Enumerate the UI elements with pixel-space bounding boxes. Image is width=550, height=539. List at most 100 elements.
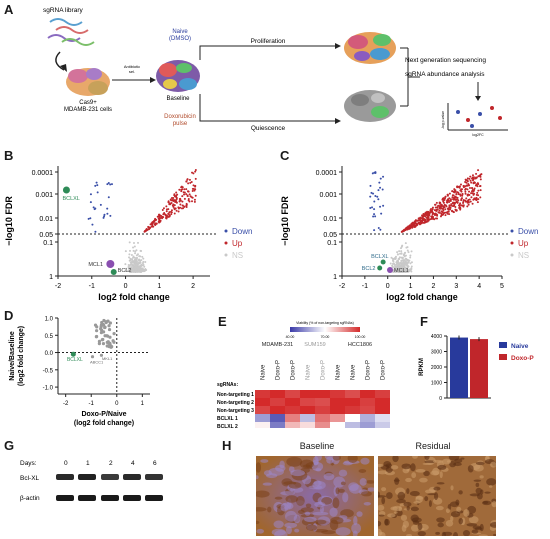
up-point: [467, 203, 470, 206]
up-point: [163, 211, 166, 214]
column-label: Doxo-P: [366, 360, 372, 380]
panel-label-b: B: [4, 148, 14, 163]
up-point: [181, 200, 184, 203]
gene-point: [100, 320, 104, 325]
up-point: [181, 188, 184, 191]
y-tick-label: 2000: [431, 365, 442, 371]
gene-label: BCLXL: [371, 254, 388, 260]
up-point: [147, 225, 150, 228]
up-point: [186, 178, 189, 181]
colorbar-tick: 40.00: [286, 335, 295, 339]
ns-point: [137, 259, 140, 262]
up-point: [192, 187, 195, 190]
proliferating-cells-icon: [344, 32, 396, 64]
down-point: [87, 217, 90, 220]
up-point: [186, 195, 189, 198]
up-point: [450, 204, 453, 207]
y-tick-label: 0.5: [45, 334, 54, 340]
naive-label: Naive (DMSO): [169, 29, 191, 42]
x-tick-label: 2: [431, 283, 435, 290]
up-point: [158, 213, 161, 216]
gene-point: [108, 335, 112, 339]
up-point: [469, 179, 472, 182]
ns-point: [397, 262, 400, 265]
heatmap-cell: [255, 422, 270, 428]
y-tick-label: 0.05: [39, 232, 53, 239]
ns-point: [398, 258, 401, 261]
up-point: [170, 201, 173, 204]
ns-point: [399, 266, 402, 269]
up-point: [436, 208, 439, 211]
down-point: [371, 172, 374, 175]
ns-point: [400, 252, 403, 255]
up-point: [429, 218, 432, 221]
antibiotic-label: Antibiotic sel.: [124, 64, 140, 74]
heatmap-cell: [315, 390, 330, 398]
panel-label-h: H: [222, 438, 232, 453]
up-point: [466, 188, 469, 191]
abundance-label: sgRNA abundance analysis: [405, 71, 485, 78]
ns-point: [400, 263, 403, 266]
up-point: [471, 174, 474, 177]
up-point: [170, 209, 173, 212]
up-point: [191, 190, 194, 193]
y-axis-label: −log10 FDR: [280, 196, 290, 246]
up-point: [194, 177, 197, 180]
up-point: [447, 210, 450, 213]
column-label: Naive: [336, 364, 342, 380]
up-point: [477, 194, 480, 197]
ns-point: [406, 246, 409, 249]
up-point: [462, 201, 465, 204]
histology-baseline-title: Baseline: [299, 441, 335, 451]
up-point: [448, 192, 451, 195]
y-tick-label: 0.001: [35, 192, 53, 199]
up-point: [458, 206, 461, 209]
up-point: [413, 224, 416, 227]
y-tick-label: 1: [333, 274, 337, 281]
heatmap-e: Viability (% of non-targeting sgRNAs) 40.…: [217, 321, 390, 428]
down-point: [373, 200, 376, 203]
ns-point: [403, 263, 406, 266]
gene-label: MKL1: [102, 356, 113, 361]
up-point: [451, 196, 454, 199]
up-point: [190, 181, 193, 184]
proliferation-label: Proliferation: [251, 38, 286, 45]
heatmap-cell: [300, 390, 315, 398]
up-point: [475, 176, 478, 179]
actin-row-label: β-actin: [20, 495, 40, 502]
day-6: 6: [153, 460, 157, 467]
x-tick-label: -2: [63, 401, 69, 407]
y-tick-label: 0.05: [323, 232, 337, 239]
down-point: [110, 183, 113, 186]
up-point: [179, 197, 182, 200]
row-label: BCLXL 2: [217, 424, 238, 428]
up-point: [173, 207, 176, 210]
up-point: [466, 177, 469, 180]
x-tick-label: -1: [89, 283, 95, 290]
ns-point: [390, 256, 393, 259]
up-point: [434, 206, 437, 209]
up-point: [189, 181, 192, 184]
up-point: [156, 215, 159, 218]
y-tick-label: 0.001: [319, 192, 337, 199]
ns-point: [134, 269, 137, 272]
up-point: [431, 216, 434, 219]
up-point: [179, 203, 182, 206]
x-axis-label: (log2 fold change): [74, 420, 134, 427]
mkl1-point: [99, 353, 104, 357]
ns-point: [404, 266, 407, 269]
up-point: [444, 204, 447, 207]
up-point: [407, 227, 410, 230]
x-tick-label: 1: [141, 401, 145, 407]
column-label: Doxo-P: [381, 360, 387, 380]
up-point: [442, 209, 445, 212]
up-point: [175, 209, 178, 212]
up-point: [431, 208, 434, 211]
down-point: [93, 208, 96, 211]
x-tick-label: 0: [115, 401, 119, 407]
ns-point: [130, 261, 133, 264]
up-point: [458, 204, 461, 207]
up-point: [455, 209, 458, 212]
ns-point: [128, 253, 131, 256]
up-point: [447, 199, 450, 202]
